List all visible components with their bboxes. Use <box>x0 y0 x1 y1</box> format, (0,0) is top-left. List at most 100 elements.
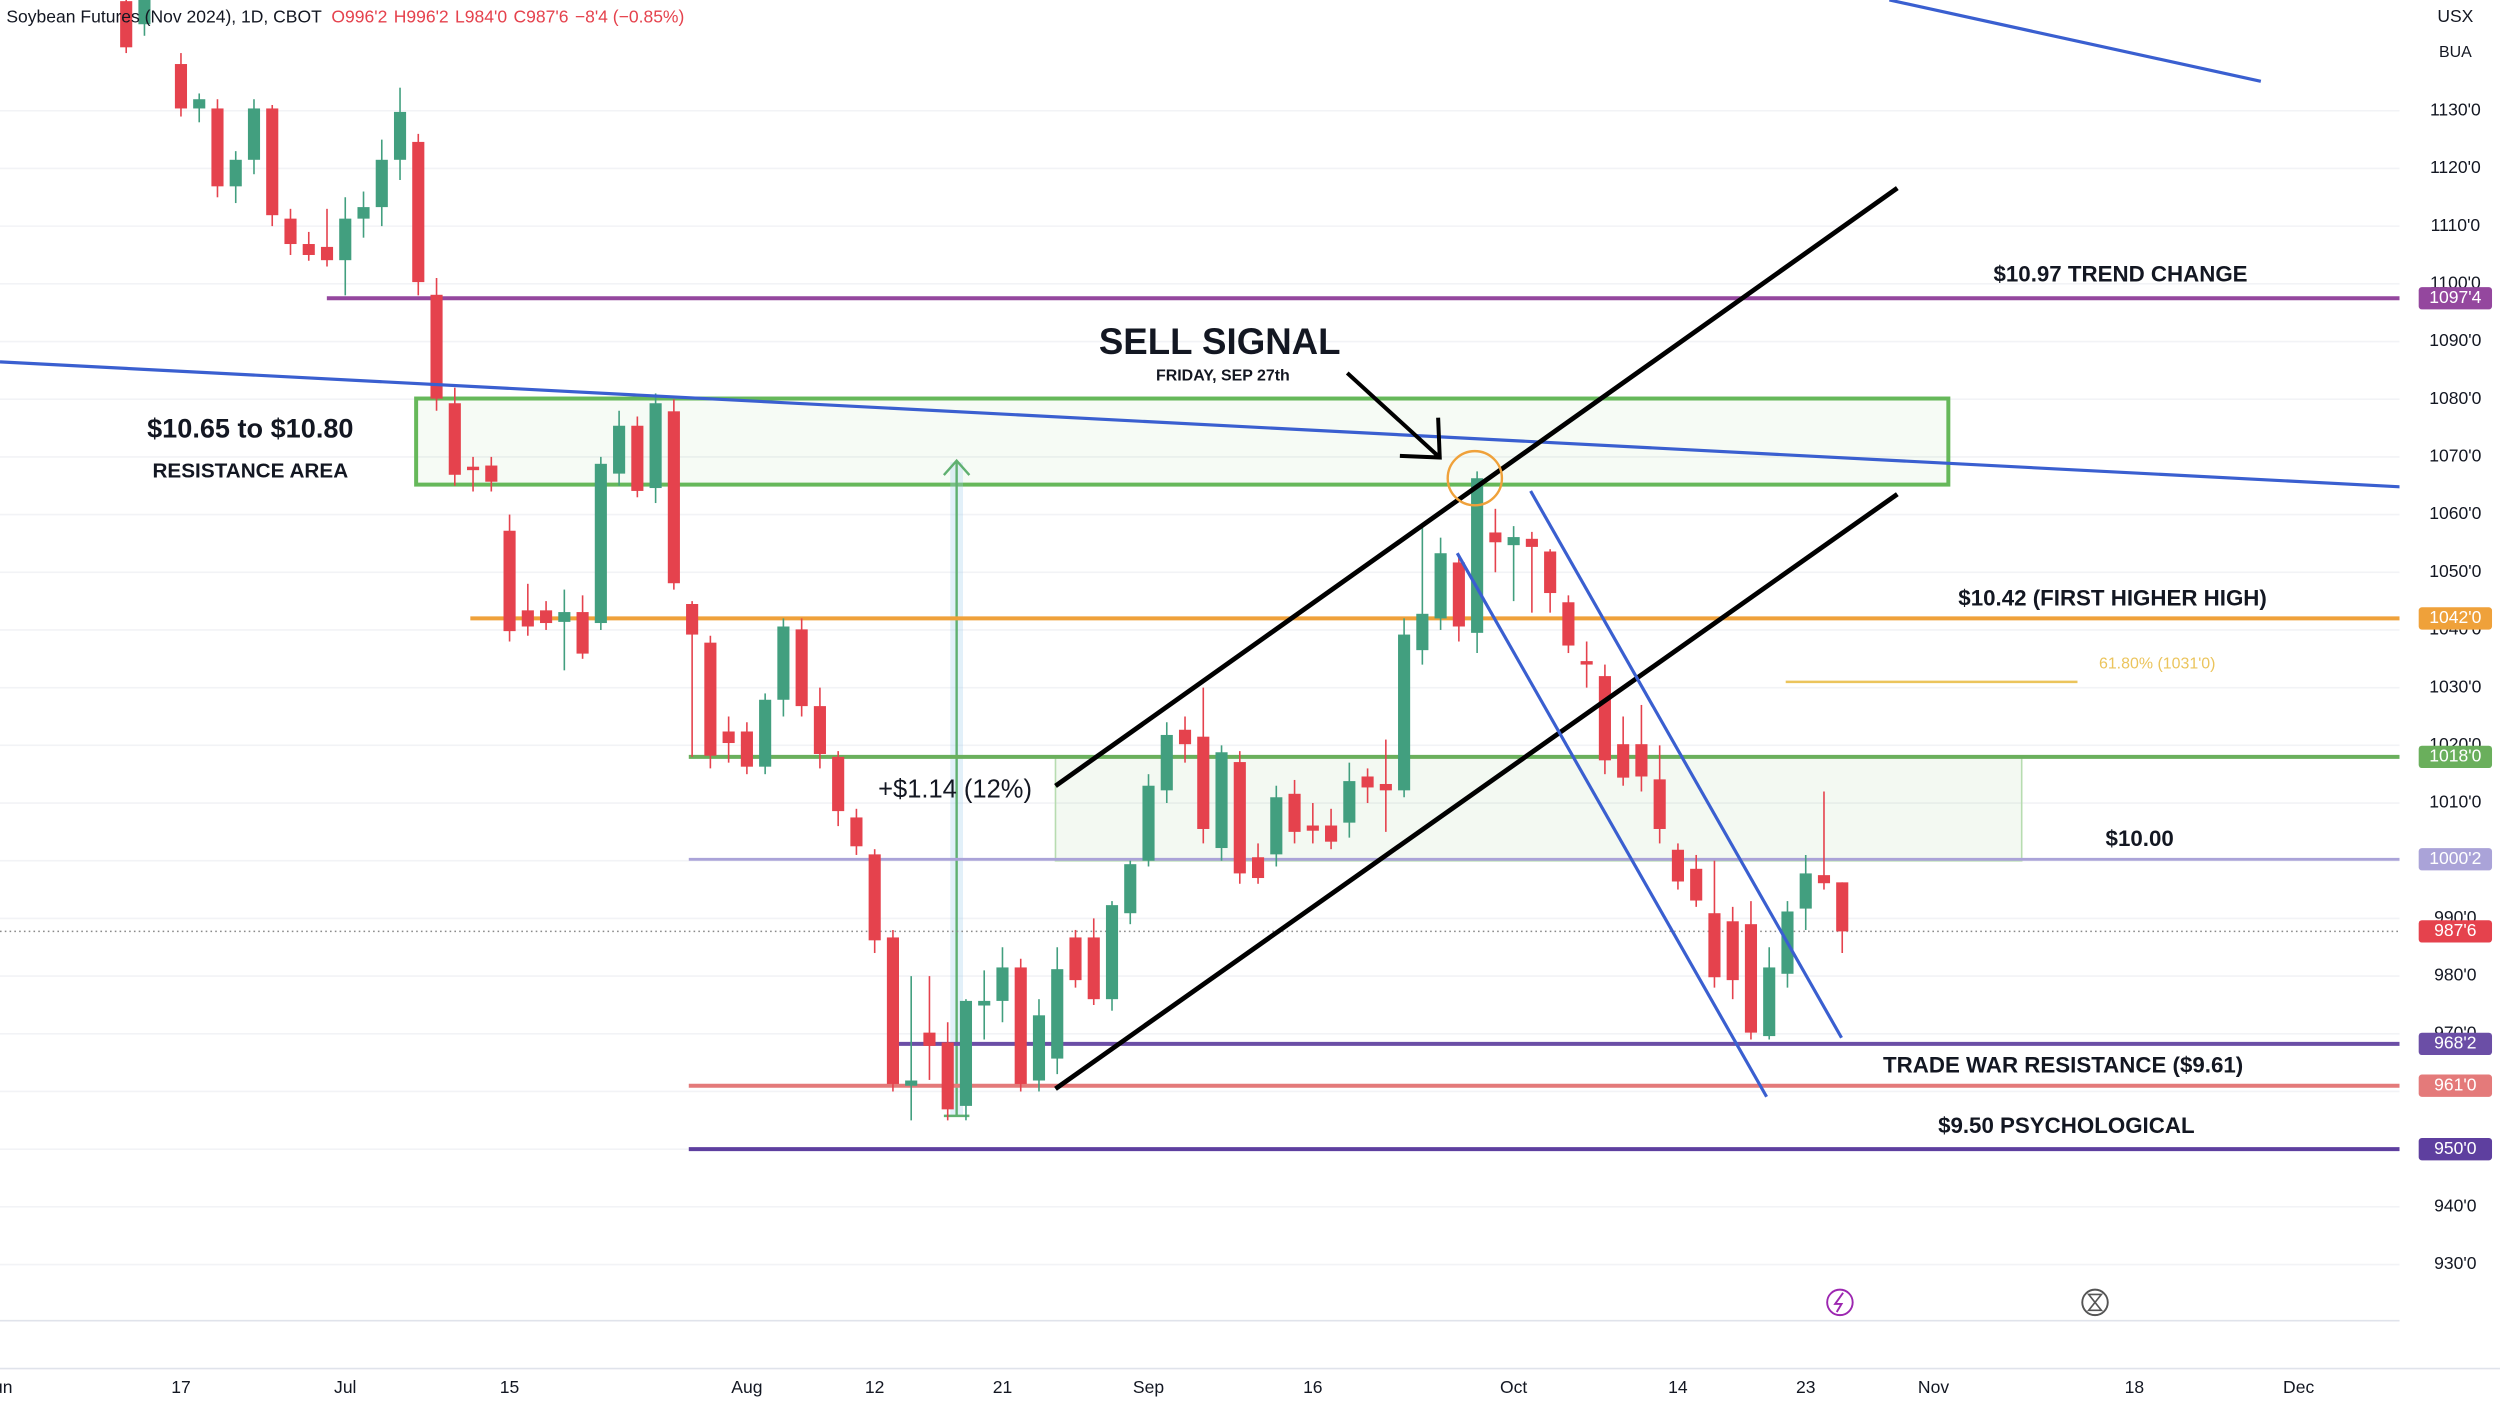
trend-line <box>0 360 2400 489</box>
candle-body <box>1489 532 1502 543</box>
candle-body <box>923 1032 936 1046</box>
candle-body <box>1270 797 1283 855</box>
candle-body <box>1671 849 1684 882</box>
level-note: $10.97 TREND CHANGE <box>1994 262 2248 287</box>
level-tag <box>2418 745 2493 769</box>
candle-body <box>1507 537 1520 546</box>
candle-body <box>266 108 279 216</box>
candle-body <box>357 207 370 219</box>
candle-body <box>1562 602 1575 646</box>
header: Soybean Futures (Nov 2024), 1D, CBOT O996… <box>6 6 684 26</box>
candle-body <box>1635 744 1648 777</box>
candle-body <box>339 218 352 261</box>
zone-label: RESISTANCE AREA <box>152 459 348 482</box>
level-tag <box>2418 920 2493 943</box>
level-tag-label: 1042'0 <box>2429 607 2481 627</box>
x-tick-label: 21 <box>993 1377 1012 1397</box>
candle-body <box>247 108 261 160</box>
y-tick-label: 1050'0 <box>2429 561 2481 581</box>
candle-body <box>1452 562 1465 627</box>
level-tag <box>2418 607 2493 630</box>
y-tick-label: 1130'0 <box>2430 99 2481 119</box>
candle-body <box>686 604 699 635</box>
x-tick-label: 16 <box>1303 1377 1322 1397</box>
candle-body <box>521 610 534 627</box>
candle-body <box>613 425 626 474</box>
level-tag-label: 961'0 <box>2434 1074 2477 1094</box>
level-tag <box>2418 287 2493 310</box>
symbol: Soybean Futures (Nov 2024), 1D, CBOT <box>6 6 322 26</box>
x-tick-label: 15 <box>500 1377 519 1397</box>
x-tick-label: 12 <box>865 1377 884 1397</box>
ohlc: L984'0 <box>455 6 507 26</box>
x-tick-label: 17 <box>171 1377 190 1397</box>
ohlc: O996'2 <box>331 6 387 26</box>
level-tag <box>2418 1032 2493 1056</box>
candle-body <box>832 756 845 812</box>
candle-body <box>722 731 735 744</box>
level-tag-label: 1097'4 <box>2429 287 2481 307</box>
level-tag <box>2418 1074 2493 1097</box>
candle-body <box>759 699 772 767</box>
level-tag-label: 950'0 <box>2434 1138 2477 1158</box>
candle-body <box>1817 875 1831 884</box>
candle-body <box>412 141 425 283</box>
candle-body <box>941 1042 954 1110</box>
candle-body <box>1708 913 1721 978</box>
candle-body <box>1105 905 1119 1000</box>
change: −8'4 (−0.85%) <box>575 6 684 26</box>
candle-body <box>1544 551 1557 594</box>
axis-background <box>2399 0 2500 1406</box>
lightning <box>1833 1292 1844 1313</box>
header-line: Soybean Futures (Nov 2024), 1D, CBOT O996… <box>6 6 684 26</box>
y-tick-label: 1060'0 <box>2429 503 2481 523</box>
candle-body <box>649 403 662 489</box>
level-tag-label: 1000'2 <box>2429 848 2481 868</box>
channel-line <box>1054 492 1899 1091</box>
y-tick-label: 1030'0 <box>2429 676 2481 696</box>
candle-body <box>193 99 206 109</box>
level-tag-label: 968'2 <box>2434 1033 2476 1053</box>
candle-body <box>1690 868 1703 901</box>
down-channel-line <box>1529 490 1843 1039</box>
grid <box>0 109 2400 1266</box>
axis-background <box>0 1319 2400 1406</box>
sell-signal: SELL SIGNAL <box>1099 321 1341 362</box>
candle-body <box>1343 781 1356 823</box>
candle-body <box>1032 1015 1046 1081</box>
x-tick-label: Aug <box>731 1377 762 1397</box>
candle-body <box>1398 634 1411 791</box>
candle-body <box>594 463 607 624</box>
channel-line <box>1054 186 1899 788</box>
candle-body <box>1525 538 1538 547</box>
unit: BUA <box>2439 44 2472 61</box>
candle-body <box>540 610 553 624</box>
ohlc: H996'2 <box>394 6 449 26</box>
event-icon[interactable] <box>1826 1288 1854 1317</box>
candle-body <box>503 530 516 632</box>
candle-body <box>320 246 334 261</box>
y-tick-label: 940'0 <box>2434 1195 2477 1215</box>
hourglass <box>2086 1293 2104 1312</box>
candle-body <box>284 218 297 245</box>
y-tick-label: 1080'0 <box>2429 388 2481 408</box>
candle-body <box>1251 857 1265 879</box>
ohlc: C987'6 <box>514 6 569 26</box>
candle-body <box>1471 478 1484 633</box>
price-axis: USX BUA 930'0940'0950'0960'0970'0980'099… <box>2399 0 2500 1406</box>
candle-body <box>704 642 717 756</box>
candle-body <box>1325 825 1338 842</box>
signal-arrow <box>1345 371 1442 460</box>
candle-body <box>576 612 589 654</box>
candle-body <box>1178 729 1192 745</box>
candle-body <box>1744 924 1758 1033</box>
y-tick-label: 1070'0 <box>2429 446 2481 466</box>
candle-body <box>1160 734 1173 791</box>
drawings: SELL SIGNAL FRIDAY, SEP 27th $10.65 to $… <box>0 0 2400 1317</box>
y-tick-label: 1090'0 <box>2429 330 2481 350</box>
candle-body <box>211 108 224 187</box>
level-note: $9.50 PSYCHOLOGICAL <box>1938 1113 2195 1138</box>
